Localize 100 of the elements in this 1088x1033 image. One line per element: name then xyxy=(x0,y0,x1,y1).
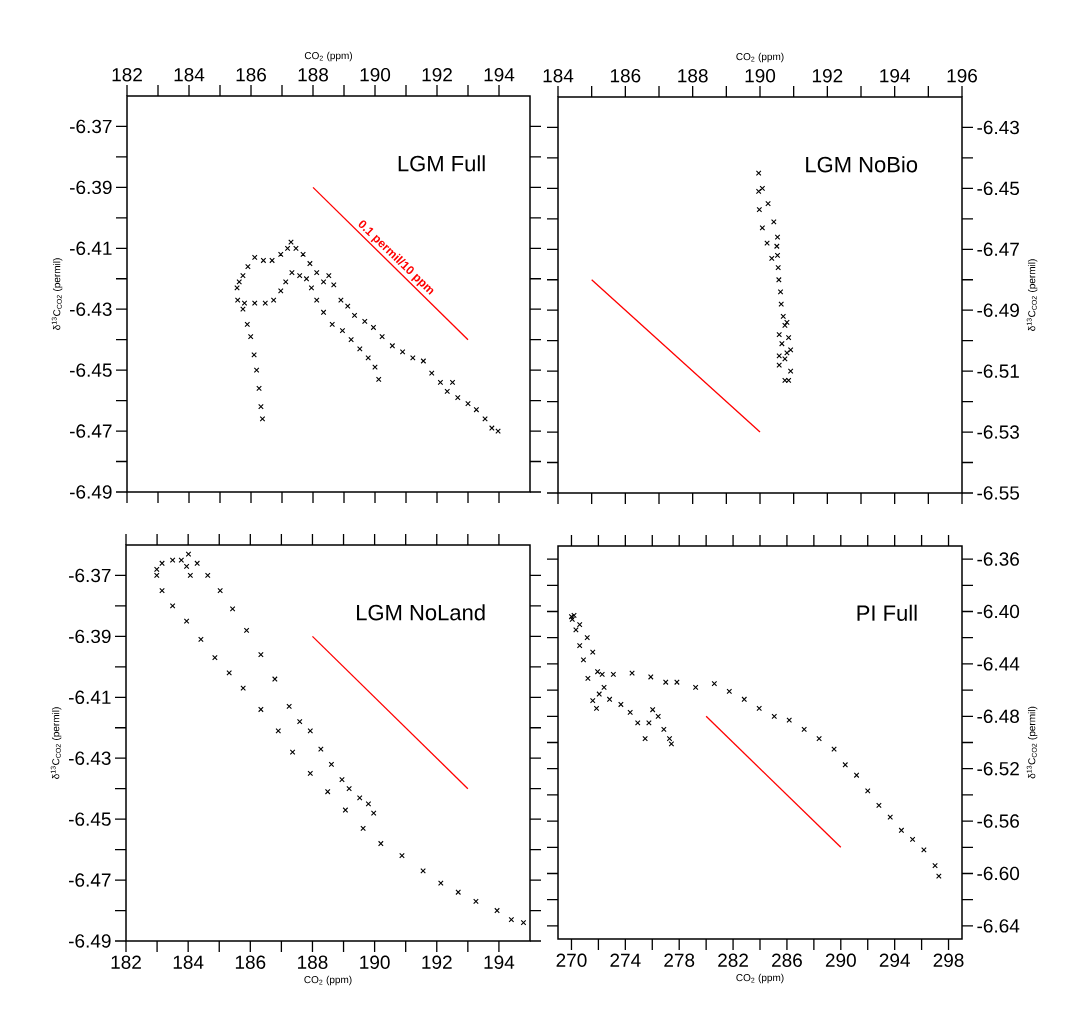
x-tick-label: 186 xyxy=(610,69,641,83)
point xyxy=(755,188,762,195)
point xyxy=(776,362,783,368)
point xyxy=(668,740,675,747)
point xyxy=(785,334,792,341)
x-tick-label: 282 xyxy=(718,953,748,967)
x-tick-label: 182 xyxy=(111,955,141,969)
point xyxy=(610,671,617,678)
y2-tick-label: -6.44 xyxy=(977,657,1020,671)
x-tick-label: 194 xyxy=(880,69,910,83)
point xyxy=(601,684,607,691)
point xyxy=(932,862,938,869)
point xyxy=(378,840,384,847)
point xyxy=(594,668,601,675)
x-tick-label: 190 xyxy=(745,69,776,83)
y-tick-label: -6.49 xyxy=(69,934,111,948)
point xyxy=(784,350,790,356)
x-tick-label: 290 xyxy=(825,953,856,967)
x-tick-label: 278 xyxy=(664,953,695,967)
y2-tick-label: -6.52 xyxy=(977,761,1019,776)
point xyxy=(778,301,785,307)
point xyxy=(183,618,190,624)
point xyxy=(655,713,662,720)
x-tick-label: 194 xyxy=(484,955,515,969)
point xyxy=(169,603,176,609)
point xyxy=(801,726,807,733)
point xyxy=(649,706,656,713)
x-tick-label: 186 xyxy=(236,68,267,82)
text: PI Full xyxy=(857,604,917,621)
y2-axis-title: δ$^{13}$C$_{CO2}$ (permil) xyxy=(1026,706,1038,779)
point xyxy=(243,627,250,634)
x-axis-title: CO$_{2}$ (ppm) xyxy=(736,973,784,984)
point xyxy=(520,919,527,926)
point xyxy=(787,347,794,353)
point xyxy=(178,557,185,564)
y2-tick-label: -6.55 xyxy=(977,486,1020,500)
point xyxy=(589,649,596,655)
point xyxy=(771,713,778,720)
x-axis-title: CO$_{2}$ (ppm) xyxy=(304,975,352,986)
point xyxy=(212,654,218,661)
point xyxy=(756,705,763,712)
text: LGM Full xyxy=(398,155,485,172)
x-tick-label: 298 xyxy=(933,953,964,967)
point xyxy=(289,749,296,755)
point xyxy=(634,720,641,726)
y-tick-label: -6.45 xyxy=(70,363,112,377)
point xyxy=(272,676,278,682)
y-axis-title: δ$^{13}$C$_{CO2}$ (permil) xyxy=(50,707,62,779)
point xyxy=(226,670,232,676)
point xyxy=(898,827,905,834)
point xyxy=(777,289,784,295)
point xyxy=(779,340,785,347)
point xyxy=(776,276,782,283)
x-tick-label: 192 xyxy=(422,955,452,969)
point xyxy=(275,727,282,734)
x-tick-label: 184 xyxy=(173,955,204,969)
point xyxy=(662,679,669,686)
point xyxy=(494,907,500,914)
y2-tick-label: -6.36 xyxy=(977,552,1019,566)
x-axis-title: CO$_{2}$ (ppm) xyxy=(736,52,784,63)
point xyxy=(370,810,377,816)
point xyxy=(774,234,781,240)
point xyxy=(775,264,781,271)
point xyxy=(346,785,352,792)
point xyxy=(307,727,314,734)
point xyxy=(438,880,444,886)
point xyxy=(307,770,314,777)
y-axis-title: δ$^{13}$C$_{CO2}$ (permil) xyxy=(51,258,63,330)
point xyxy=(765,200,771,207)
point xyxy=(909,836,916,843)
point xyxy=(661,726,667,733)
point xyxy=(580,657,587,663)
y2-tick-label: -6.56 xyxy=(977,814,1019,828)
point xyxy=(584,634,591,641)
y-tick-label: -6.37 xyxy=(70,119,112,134)
x-tick-label: 184 xyxy=(543,69,574,83)
y2-tick-label: -6.48 xyxy=(977,709,1020,724)
y2-tick-label: -6.51 xyxy=(977,364,1019,378)
point xyxy=(324,788,331,795)
point xyxy=(618,701,624,708)
x-tick-label: 192 xyxy=(422,68,452,82)
point xyxy=(258,706,264,713)
point xyxy=(647,674,654,680)
point xyxy=(876,802,882,809)
point xyxy=(585,675,591,682)
y-tick-label: -6.37 xyxy=(69,568,111,583)
point xyxy=(194,560,200,567)
x-tick-label: 270 xyxy=(556,953,587,967)
point xyxy=(473,898,479,905)
point xyxy=(296,718,303,725)
y-tick-label: -6.41 xyxy=(70,241,112,256)
x-axis-title: CO$_{2}$ (ppm) xyxy=(304,51,353,62)
point xyxy=(842,761,849,768)
y-tick-label: -6.47 xyxy=(69,873,111,887)
x-tick-label: 194 xyxy=(484,68,515,82)
x-tick-label: 190 xyxy=(360,68,391,82)
y-tick-label: -6.39 xyxy=(69,629,111,644)
point xyxy=(286,703,292,710)
y-tick-label: -6.47 xyxy=(70,424,112,438)
point xyxy=(741,696,748,703)
